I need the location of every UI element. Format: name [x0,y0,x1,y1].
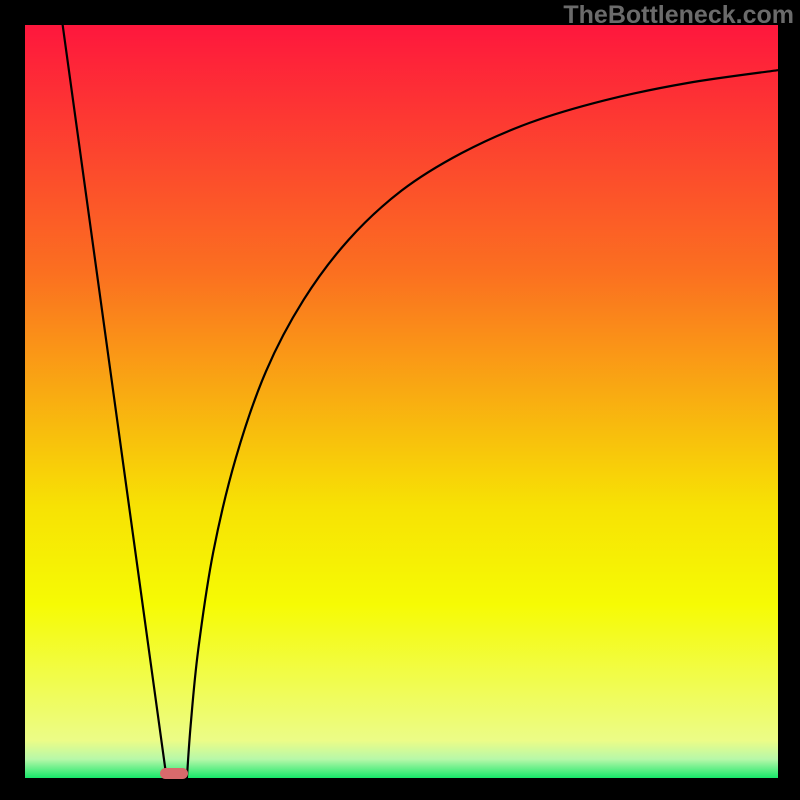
right-asymptotic-curve [187,70,778,778]
curves-layer [0,0,800,800]
chart-frame: TheBottleneck.com [0,0,800,800]
minimum-marker [160,768,189,779]
left-descent-line [63,25,167,778]
